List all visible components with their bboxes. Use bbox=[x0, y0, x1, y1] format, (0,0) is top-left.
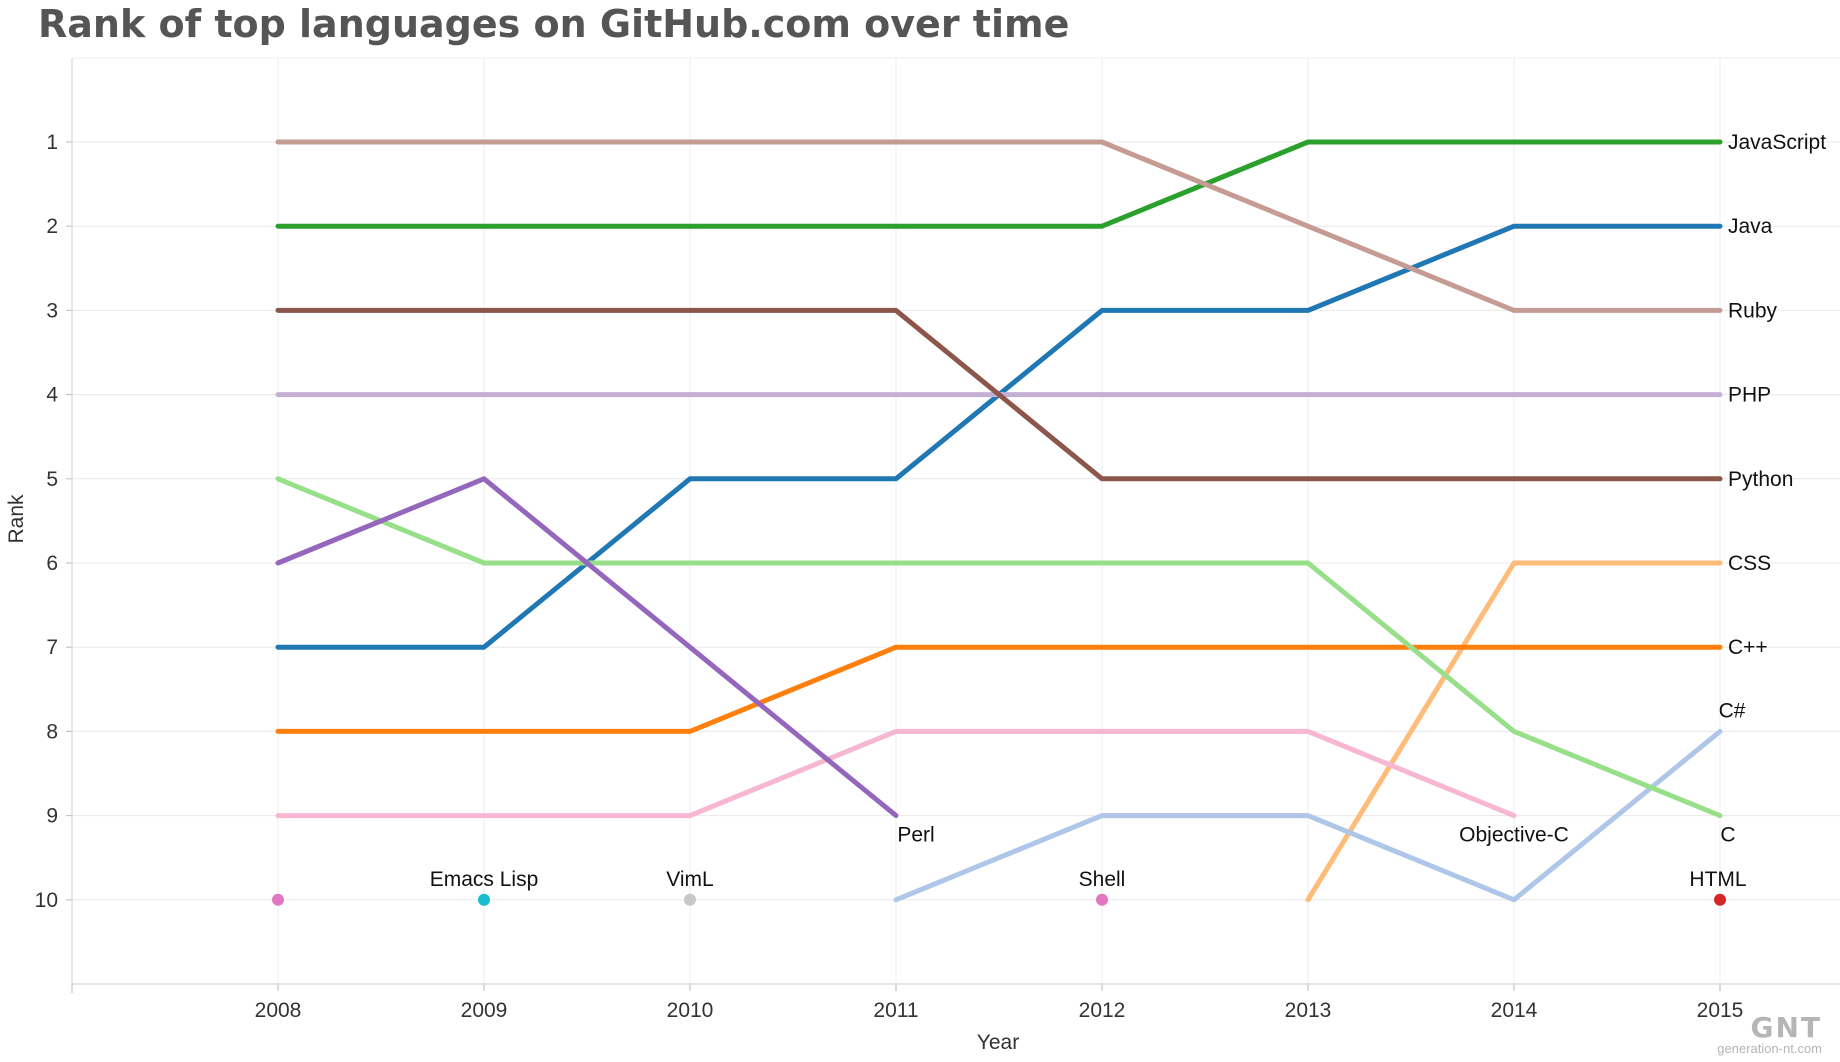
series-line-python bbox=[275, 307, 1723, 482]
data-point-viml-0 bbox=[684, 893, 696, 906]
series-label-html: HTML bbox=[1689, 868, 1746, 891]
y-tick-label-5: 5 bbox=[46, 468, 58, 491]
y-tick-label-4: 4 bbox=[46, 384, 58, 407]
series-label-viml: VimL bbox=[666, 868, 713, 891]
y-tick-label-8: 8 bbox=[46, 720, 58, 743]
series-label-css: CSS bbox=[1728, 552, 1771, 575]
series-label-php: PHP bbox=[1728, 384, 1771, 407]
x-tick-label-2011: 2011 bbox=[873, 999, 918, 1022]
series-line-csharp bbox=[893, 728, 1723, 903]
y-tick-label-7: 7 bbox=[46, 636, 58, 659]
series-line-perl bbox=[275, 476, 899, 819]
y-axis-title: Rank bbox=[5, 494, 28, 544]
y-tick-label-1: 1 bbox=[46, 131, 58, 154]
data-point-shell-1 bbox=[1096, 893, 1108, 906]
series-line-objective-c bbox=[275, 728, 1517, 819]
series-line-javascript bbox=[275, 139, 1723, 229]
series-label-shell: Shell bbox=[1079, 868, 1126, 891]
axes: 1 2 3 4 5 6 7 8 9 10 2008 2009 2010 2011 2012 2013 2014 2… bbox=[35, 58, 1840, 1022]
series-lines bbox=[275, 139, 1723, 903]
watermark-logo-text: GNT bbox=[1750, 1011, 1822, 1044]
x-tick-label-2012: 2012 bbox=[1079, 999, 1126, 1022]
series-line-cplusplus bbox=[275, 644, 1723, 734]
x-tick-label-2009: 2009 bbox=[461, 999, 508, 1022]
x-tick-label-2015: 2015 bbox=[1697, 999, 1744, 1022]
series-label-objective-c: Objective-C bbox=[1459, 824, 1569, 847]
chart-title: Rank of top languages on GitHub.com over… bbox=[38, 2, 1070, 46]
series-labels: JavaScript Java Ruby PHP Python CSS C++ C# C Obje… bbox=[430, 131, 1826, 891]
series-label-perl: Perl bbox=[897, 824, 934, 847]
y-tick-label-9: 9 bbox=[46, 805, 58, 828]
data-point-emacs-lisp-0 bbox=[478, 893, 490, 906]
series-label-ruby: Ruby bbox=[1728, 299, 1778, 322]
series-label-csharp: C# bbox=[1719, 699, 1746, 722]
series-line-ruby bbox=[275, 139, 1723, 313]
y-tick-label-6: 6 bbox=[46, 552, 58, 575]
x-axis-title: Year bbox=[977, 1031, 1019, 1054]
series-label-java: Java bbox=[1728, 215, 1773, 238]
data-point-html-0 bbox=[1714, 893, 1726, 906]
series-label-javascript: JavaScript bbox=[1728, 131, 1826, 154]
series-label-c: C bbox=[1720, 824, 1735, 847]
y-tick-label-10: 10 bbox=[35, 889, 58, 912]
x-tick-label-2008: 2008 bbox=[255, 999, 302, 1022]
x-tick-label-2014: 2014 bbox=[1491, 999, 1538, 1022]
series-label-python: Python bbox=[1728, 468, 1793, 491]
grid bbox=[72, 57, 1840, 984]
series-points bbox=[272, 893, 1726, 906]
series-label-emacs-lisp: Emacs Lisp bbox=[430, 868, 539, 891]
data-point-shell-0 bbox=[272, 893, 284, 906]
y-tick-label-2: 2 bbox=[46, 215, 58, 238]
watermark-logo: GNT generation-nt.com bbox=[1717, 1014, 1822, 1056]
x-tick-label-2013: 2013 bbox=[1285, 999, 1332, 1022]
watermark-site: generation-nt.com bbox=[1717, 1041, 1822, 1056]
y-tick-label-3: 3 bbox=[46, 299, 58, 322]
series-label-cplusplus: C++ bbox=[1728, 636, 1768, 659]
series-line-c bbox=[275, 476, 1723, 819]
series-line-css bbox=[1305, 560, 1723, 903]
x-tick-label-2010: 2010 bbox=[667, 999, 714, 1022]
